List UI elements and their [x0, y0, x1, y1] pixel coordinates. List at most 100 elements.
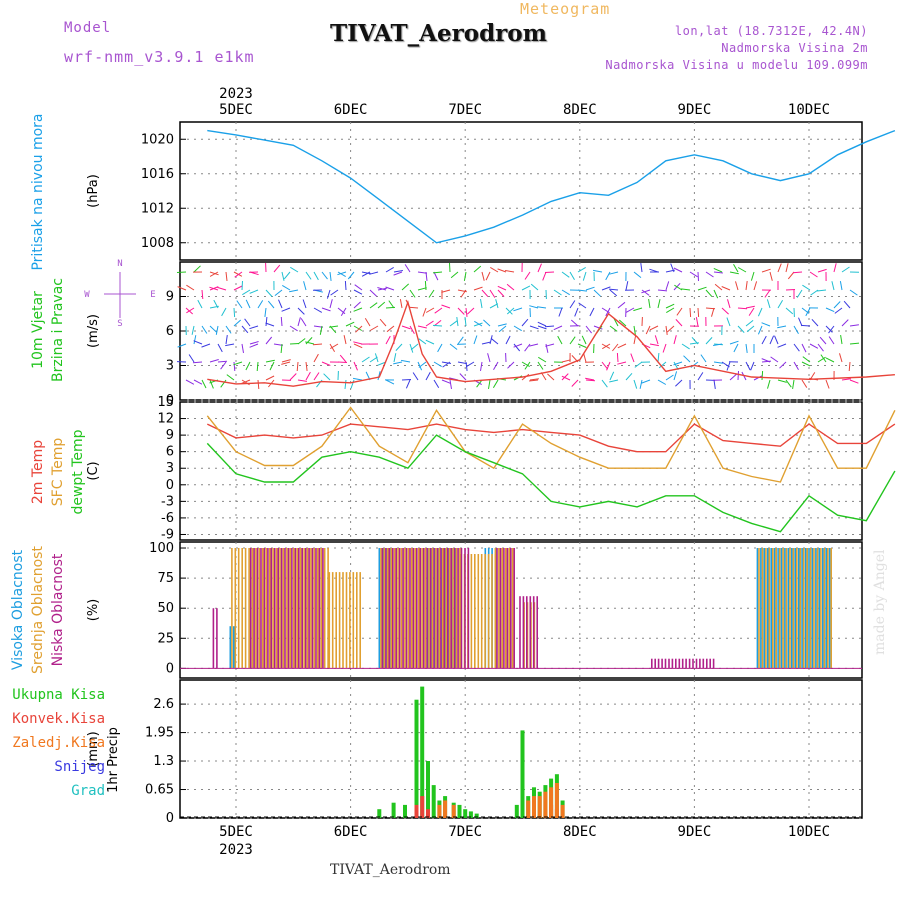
wind-barb: [537, 306, 547, 309]
y-tick-label: 2.6: [153, 697, 174, 712]
wind-barb: [188, 354, 195, 363]
wind-barb: [649, 325, 659, 331]
wind-barb: [337, 361, 348, 363]
wind-barb: [649, 268, 659, 273]
dewpoint-line: [206, 434, 896, 533]
temp2m-label: 2m Temp: [30, 440, 46, 504]
wind-barb: [748, 307, 755, 316]
wind-barb: [290, 266, 299, 273]
wind-barb: [697, 271, 699, 282]
wind-barb: [257, 379, 260, 390]
wind-barb: [700, 354, 707, 363]
wind-barb: [213, 299, 219, 309]
wind-barb: [625, 372, 633, 381]
product-title: Meteogram: [520, 0, 611, 18]
wind-barb: [593, 269, 603, 273]
wind-barb: [609, 379, 619, 383]
wind-barb: [474, 320, 483, 327]
wind-barb: [343, 335, 347, 345]
y-tick-label: -3: [161, 494, 174, 509]
wind-barb: [785, 379, 792, 388]
wind-barb: [289, 289, 299, 293]
wind-barb: [609, 325, 618, 332]
total-precip-bar: [414, 699, 419, 818]
wind-barb: [849, 379, 859, 384]
wind-barb: [201, 325, 208, 334]
wind-barb: [441, 361, 451, 364]
wind-barb: [529, 378, 539, 381]
wind-barb: [761, 370, 764, 381]
wind-barb: [490, 337, 499, 345]
wind-barb: [537, 321, 547, 327]
precip-legend-entry: Konvek.Kisa: [12, 711, 105, 727]
wind-barb: [665, 374, 674, 381]
wind-barb: [297, 307, 305, 315]
wind-barb: [497, 323, 507, 327]
x-tick-label-top: 8DEC: [563, 102, 597, 118]
y-tick-label: 0: [166, 393, 174, 408]
wind-barb: [609, 371, 615, 381]
mid-cloud-label: Srednja Oblacnost: [30, 546, 46, 674]
x-tick-label-bottom: 10DEC: [788, 824, 830, 840]
wind-barb: [425, 320, 434, 327]
wind-barb: [750, 361, 755, 371]
wind-barb: [481, 271, 485, 281]
wind-barb: [265, 322, 275, 327]
wind-barb: [399, 299, 403, 309]
wind-barb: [209, 379, 214, 389]
wind-barb: [465, 307, 468, 317]
wind-barb: [713, 343, 723, 346]
wind-barb: [841, 319, 849, 327]
convective-precip-bar: [426, 809, 430, 818]
wind-barb: [665, 325, 668, 335]
wind-barb: [265, 316, 268, 327]
wind-barb: [767, 379, 771, 389]
wind-barb: [385, 379, 395, 385]
wind-barb: [267, 300, 275, 309]
wind-barb: [733, 263, 739, 273]
wind-barb: [761, 360, 772, 363]
wind-barb: [840, 335, 843, 345]
wind-barb: [361, 271, 371, 275]
wind-barb: [209, 271, 219, 277]
frozen-precip-bar: [437, 804, 442, 818]
wind-barb: [393, 271, 403, 276]
wind-barb: [466, 361, 475, 368]
wind-barb: [379, 318, 387, 327]
wind-barb: [547, 373, 555, 381]
wind-barb: [761, 322, 771, 327]
wind-barb: [209, 271, 219, 276]
total-precip-bar: [420, 686, 425, 818]
wind-barb: [437, 343, 443, 353]
wind-barb: [480, 361, 483, 371]
wind-barb: [654, 335, 659, 345]
wind-barb: [561, 375, 571, 381]
total-precip-bar: [391, 802, 396, 818]
wind-barb: [675, 319, 683, 327]
frozen-precip-bar: [560, 804, 565, 818]
panel-unit-label: (mm): [86, 731, 101, 766]
x-tick-label-bottom: 8DEC: [563, 824, 597, 840]
wind-barb: [354, 284, 363, 291]
wind-barb: [521, 361, 530, 368]
wind-barb: [735, 281, 739, 291]
compass-letter: N: [117, 259, 122, 269]
wind-barb: [801, 343, 807, 353]
wind-barb: [297, 338, 306, 345]
wind-barb: [377, 301, 386, 309]
wind-barb: [583, 353, 587, 363]
wind-barb: [329, 271, 332, 281]
wind-barb: [529, 305, 539, 309]
wind-barb: [319, 325, 323, 335]
wind-barb: [666, 325, 675, 333]
wind-barb: [774, 335, 779, 345]
wind-barb: [353, 325, 363, 331]
wind-barb: [691, 336, 699, 345]
wind-barb: [401, 325, 411, 330]
wind-barb: [796, 289, 803, 298]
wind-barb: [495, 299, 499, 309]
wind-barb: [410, 343, 419, 351]
wind-barb: [296, 361, 299, 372]
wind-barb: [449, 320, 458, 327]
wind-barb: [488, 379, 491, 389]
